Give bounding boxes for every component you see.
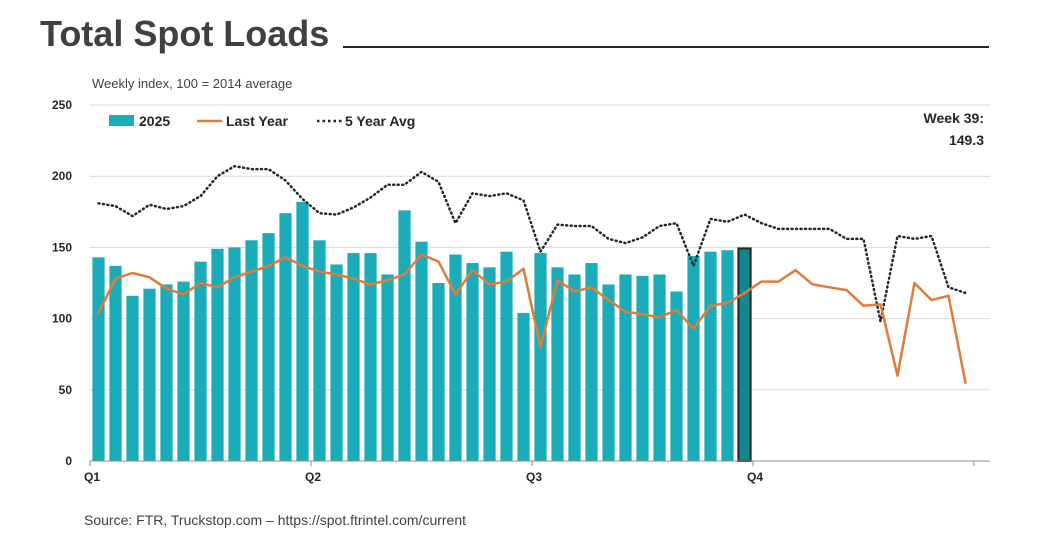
bar-2025 — [687, 255, 700, 461]
bar-2025 — [568, 274, 581, 461]
legend-swatch-2025 — [109, 115, 134, 126]
bar-2025 — [194, 261, 207, 461]
bar-2025 — [602, 284, 615, 461]
source-note: Source: FTR, Truckstop.com – https://spo… — [84, 512, 467, 528]
bar-2025 — [704, 251, 717, 461]
bar-2025 — [466, 263, 479, 461]
legend-label-5-year-avg: 5 Year Avg — [345, 113, 415, 129]
bar-2025 — [517, 312, 530, 461]
bar-2025 — [245, 240, 258, 461]
bar-2025 — [143, 288, 156, 461]
bar-2025 — [653, 274, 666, 461]
bar-2025 — [585, 263, 598, 461]
week-callout-label: Week 39: — [924, 110, 984, 126]
x-tick-label: Q4 — [747, 470, 763, 484]
bar-2025 — [92, 257, 105, 461]
x-tick-label: Q3 — [526, 470, 542, 484]
bar-2025 — [432, 283, 445, 461]
title-underline — [343, 46, 989, 48]
chart-subtitle: Weekly index, 100 = 2014 average — [92, 76, 293, 91]
bar-series-2025 — [92, 201, 752, 462]
bar-2025 — [296, 201, 309, 461]
week-callout-value: 149.3 — [949, 132, 984, 148]
y-tick-label: 200 — [52, 169, 72, 183]
bar-2025 — [636, 275, 649, 461]
line-5-year-avg — [97, 164, 967, 323]
bar-2025 — [313, 240, 326, 461]
legend: 2025 Last Year 5 Year Avg — [109, 113, 415, 129]
bar-2025 — [534, 253, 547, 461]
bar-2025 — [721, 250, 734, 461]
bar-2025 — [619, 274, 632, 461]
bar-2025 — [177, 281, 190, 461]
line-last-year — [97, 253, 967, 384]
bar-2025 — [500, 251, 513, 461]
x-tick-label: Q1 — [84, 470, 100, 484]
bar-2025 — [126, 295, 139, 461]
bar-2025 — [228, 247, 241, 461]
bar-2025 — [398, 210, 411, 461]
y-tick-label: 150 — [52, 240, 72, 254]
axes: 0 50 100 150 200 250 Q1 Q2 Q3 Q4 — [52, 98, 990, 484]
y-tick-label: 100 — [52, 312, 72, 326]
legend-label-last-year: Last Year — [226, 113, 289, 129]
bar-2025 — [330, 264, 343, 461]
bar-2025 — [415, 241, 428, 461]
bar-2025-current-week — [737, 247, 752, 462]
bar-2025 — [279, 213, 292, 461]
bar-2025 — [109, 265, 122, 461]
y-tick-label: 0 — [65, 454, 72, 468]
bar-2025 — [449, 254, 462, 461]
legend-label-2025: 2025 — [139, 113, 170, 129]
x-tick-label: Q2 — [305, 470, 321, 484]
bar-2025 — [160, 284, 173, 461]
bar-2025 — [551, 267, 564, 461]
y-tick-label: 250 — [52, 98, 72, 112]
bar-2025 — [670, 291, 683, 461]
bar-2025 — [262, 233, 275, 461]
bar-2025 — [381, 274, 394, 461]
chart-title: Total Spot Loads — [40, 13, 330, 54]
bar-2025 — [211, 248, 224, 461]
line-series — [97, 164, 967, 384]
bar-2025 — [483, 267, 496, 461]
bar-2025 — [364, 253, 377, 461]
bar-2025 — [347, 253, 360, 461]
y-tick-label: 50 — [59, 383, 73, 397]
